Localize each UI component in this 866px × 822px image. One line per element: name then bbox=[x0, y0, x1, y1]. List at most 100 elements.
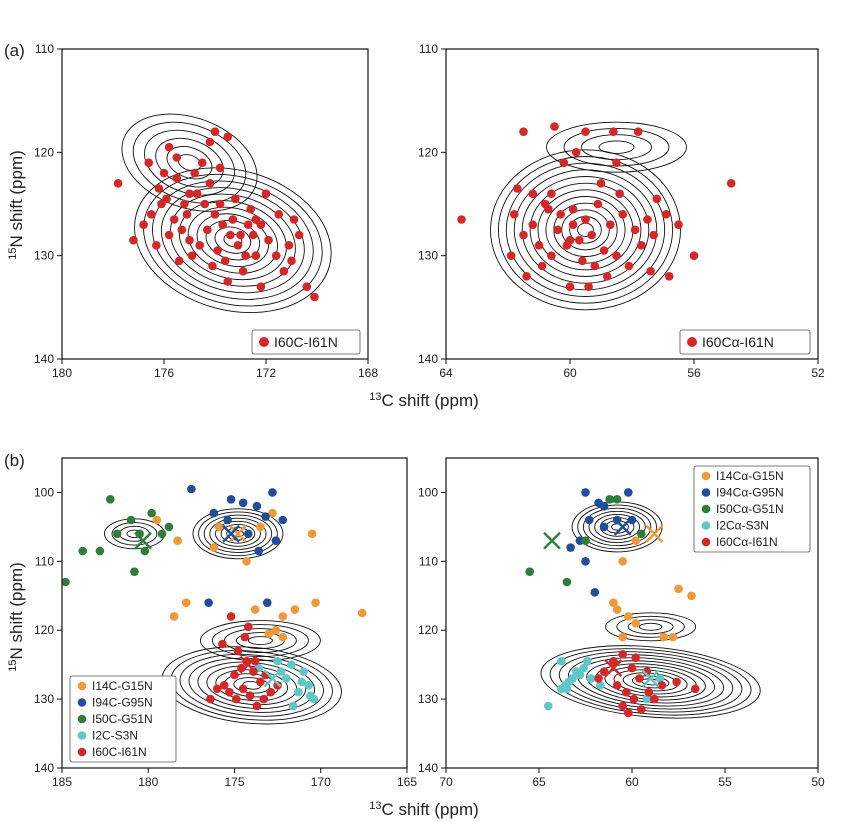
data-point-i94c-g95n bbox=[187, 484, 196, 494]
data-point-i60c-i61n bbox=[689, 251, 699, 260]
x-tick-label: 70 bbox=[439, 775, 453, 789]
data-point-i14c-g15n bbox=[152, 515, 162, 525]
y-tick-label: 140 bbox=[418, 761, 438, 775]
y-tick-label: 110 bbox=[35, 42, 54, 56]
data-point-i60c-i61n bbox=[233, 241, 243, 250]
data-point-i60c-i61n bbox=[528, 220, 538, 229]
data-point-i60c-i61n bbox=[244, 622, 253, 632]
data-point-i94c-g95n bbox=[599, 522, 609, 532]
data-point-i60c-i61n bbox=[187, 251, 197, 260]
data-point-i50c-g51n bbox=[525, 567, 534, 576]
data-point-i60c-i61n bbox=[162, 194, 171, 204]
data-point-i60c-i61n bbox=[519, 230, 528, 240]
data-point-i60c-i61n bbox=[252, 701, 262, 711]
y-tick-label: 100 bbox=[34, 485, 54, 499]
legend-marker bbox=[77, 698, 87, 707]
xlabel-a: 13C shift (ppm) bbox=[369, 391, 479, 410]
contour-line bbox=[199, 620, 321, 662]
data-point-i60c-i61n bbox=[612, 681, 622, 690]
data-point-i2c-s3n bbox=[276, 667, 286, 676]
data-point-i60c-i61n bbox=[219, 681, 229, 690]
data-point-i60c-i61n bbox=[177, 225, 187, 235]
data-point-i60c-i61n bbox=[624, 261, 634, 271]
y-tick-label: 100 bbox=[418, 485, 438, 499]
data-point-i60c-i61n bbox=[200, 199, 210, 209]
legend-marker bbox=[701, 537, 711, 547]
contour-line bbox=[588, 510, 646, 543]
cross-marker bbox=[641, 669, 660, 688]
chart-a-left: 180 176 172 168 110 120 130 140 I60C-I61N bbox=[34, 42, 378, 380]
data-point-i60c-i61n bbox=[223, 277, 233, 286]
data-point-i14c-g15n bbox=[612, 605, 622, 614]
data-point-i60c-i61n bbox=[674, 220, 683, 229]
data-point-i50c-g51n bbox=[112, 529, 122, 539]
data-point-i60c-i61n bbox=[279, 266, 289, 276]
cross-marker bbox=[239, 655, 258, 674]
data-point-i60c-i61n bbox=[661, 210, 671, 219]
data-point-i60c-i61n bbox=[210, 127, 220, 136]
data-point-i60c-i61n bbox=[225, 687, 234, 697]
data-point-i14c-g15n bbox=[357, 608, 367, 618]
data-point-i2c-s3n bbox=[575, 670, 585, 680]
data-point-i60c-i61n bbox=[609, 127, 618, 136]
data-point-i60c-i61n bbox=[205, 137, 215, 147]
data-point-i14c-g15n bbox=[264, 629, 274, 638]
data-point-i60c-i61n bbox=[664, 272, 674, 281]
ylabel-a: 15N shift (ppm) bbox=[7, 150, 26, 260]
points bbox=[525, 488, 700, 718]
data-point-i94c-g95n bbox=[627, 515, 637, 525]
data-point-i14c-g15n bbox=[290, 605, 300, 614]
data-point-i60c-i61n bbox=[618, 210, 627, 219]
data-point-i60c-i61n bbox=[284, 241, 294, 250]
data-point-i50c-g51n bbox=[157, 529, 167, 539]
data-point-i60c-i61n bbox=[310, 292, 319, 302]
data-point-i60c-i61n bbox=[519, 127, 528, 136]
data-point-i60c-i61n bbox=[212, 684, 222, 694]
data-point-i94c-g95n bbox=[209, 508, 219, 518]
legend-label: I94Cα-G95N bbox=[716, 486, 784, 500]
contour-line bbox=[214, 520, 261, 547]
legend-marker bbox=[77, 731, 87, 740]
data-point-i60c-i61n bbox=[690, 684, 700, 694]
legend: I60C-I61N bbox=[251, 329, 361, 355]
data-point-i60c-i61n bbox=[646, 266, 655, 276]
data-point-i60c-i61n bbox=[274, 210, 284, 219]
data-point-i60c-i61n bbox=[164, 230, 174, 240]
contour-line bbox=[121, 113, 258, 212]
cross-marker bbox=[222, 524, 240, 543]
data-point-i60c-i61n bbox=[238, 266, 248, 276]
data-point-i14c-g15n bbox=[623, 612, 633, 621]
legend-label: I60Cα-I61N bbox=[702, 334, 774, 350]
contour-line bbox=[627, 619, 674, 635]
contour-line bbox=[577, 504, 657, 550]
x-tick-label: 185 bbox=[52, 775, 72, 789]
data-point-i60c-i61n bbox=[169, 215, 179, 224]
contour-line bbox=[247, 636, 273, 646]
contour-line bbox=[521, 176, 650, 284]
data-point-i94c-g95n bbox=[271, 536, 281, 545]
contour-line bbox=[223, 233, 243, 248]
data-point-i50c-g51n bbox=[605, 495, 614, 504]
data-point-i60c-i61n bbox=[266, 687, 276, 697]
x-tick-label: 64 bbox=[439, 366, 453, 380]
data-point-i14c-g15n bbox=[169, 612, 179, 621]
x-tick-label: 60 bbox=[563, 366, 577, 380]
data-point-i60c-i61n bbox=[206, 694, 215, 704]
data-point-i60c-i61n bbox=[223, 132, 233, 142]
data-point-i14c-g15n bbox=[307, 529, 317, 539]
data-point-i60c-i61n bbox=[294, 230, 304, 240]
data-point-i14c-g15n bbox=[609, 598, 618, 607]
data-point-i60c-i61n bbox=[509, 210, 519, 219]
data-point-i14c-g15n bbox=[214, 522, 224, 532]
data-point-i60c-i61n bbox=[633, 127, 643, 136]
data-point-i60c-i61n bbox=[635, 674, 644, 683]
data-point-i60c-i61n bbox=[631, 653, 641, 663]
legend-marker bbox=[701, 504, 711, 514]
data-point-i2c-s3n bbox=[655, 674, 665, 683]
data-point-i60c-i61n bbox=[612, 251, 621, 260]
data-point-i50c-g51n bbox=[78, 546, 87, 556]
data-point-i60c-i61n bbox=[226, 230, 235, 240]
data-point-i60c-i61n bbox=[192, 189, 202, 198]
legend-label: I2Cα-S3N bbox=[716, 519, 769, 533]
data-point-i94c-g95n bbox=[566, 543, 575, 552]
